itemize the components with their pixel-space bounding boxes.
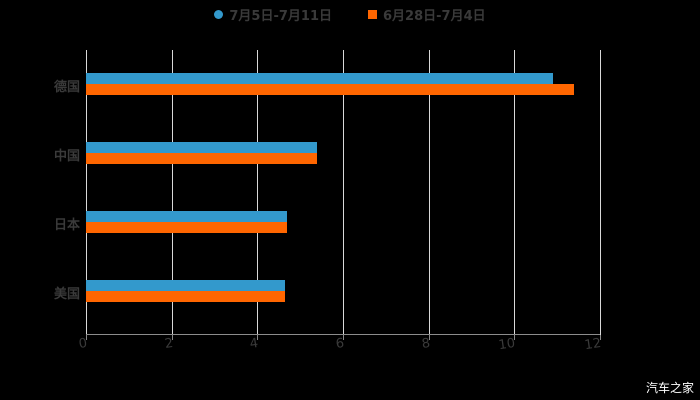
bar[interactable] (86, 142, 318, 153)
series2-marker-icon (368, 9, 377, 19)
bar[interactable] (86, 153, 318, 164)
legend-item-series2[interactable]: 6月28日-7月4日 (368, 4, 486, 24)
category-label: 德国 (53, 80, 80, 95)
x-tick-label: 0 (77, 336, 89, 353)
legend-label-series1: 7月5日-7月11日 (229, 8, 332, 24)
x-tick-label: 8 (420, 336, 432, 353)
x-tick-label: 10 (497, 336, 517, 354)
bar[interactable] (86, 84, 575, 95)
x-axis-line (86, 334, 600, 335)
x-tick (86, 335, 87, 340)
x-tick-label: 12 (583, 336, 603, 354)
bar[interactable] (86, 222, 288, 233)
gridline (600, 50, 601, 335)
x-tick (343, 335, 344, 340)
gridline (514, 50, 515, 335)
gridline (257, 50, 258, 335)
legend-item-series1[interactable]: 7月5日-7月11日 (214, 4, 332, 24)
x-tick (429, 335, 430, 340)
x-tick (600, 335, 601, 340)
legend-label-series2: 6月28日-7月4日 (383, 8, 486, 24)
x-tick (172, 335, 173, 340)
bar[interactable] (86, 211, 288, 222)
x-tick-label: 2 (163, 336, 175, 353)
category-label: 日本 (53, 218, 80, 233)
gridline (343, 50, 344, 335)
watermark: 汽车之家 (645, 381, 694, 395)
category-label: 中国 (53, 149, 80, 164)
gridline (429, 50, 430, 335)
bar[interactable] (86, 73, 553, 84)
x-tick-label: 4 (248, 336, 260, 353)
x-tick (514, 335, 515, 340)
bar[interactable] (86, 291, 286, 302)
legend: 7月5日-7月11日 6月28日-7月4日 (0, 4, 700, 24)
plot-area (86, 50, 601, 335)
gridline (86, 50, 87, 335)
gridline (172, 50, 173, 335)
category-label: 美国 (53, 287, 80, 302)
bar[interactable] (86, 280, 286, 291)
x-tick (257, 335, 258, 340)
series1-marker-icon (214, 9, 224, 19)
x-tick-label: 6 (334, 336, 346, 353)
